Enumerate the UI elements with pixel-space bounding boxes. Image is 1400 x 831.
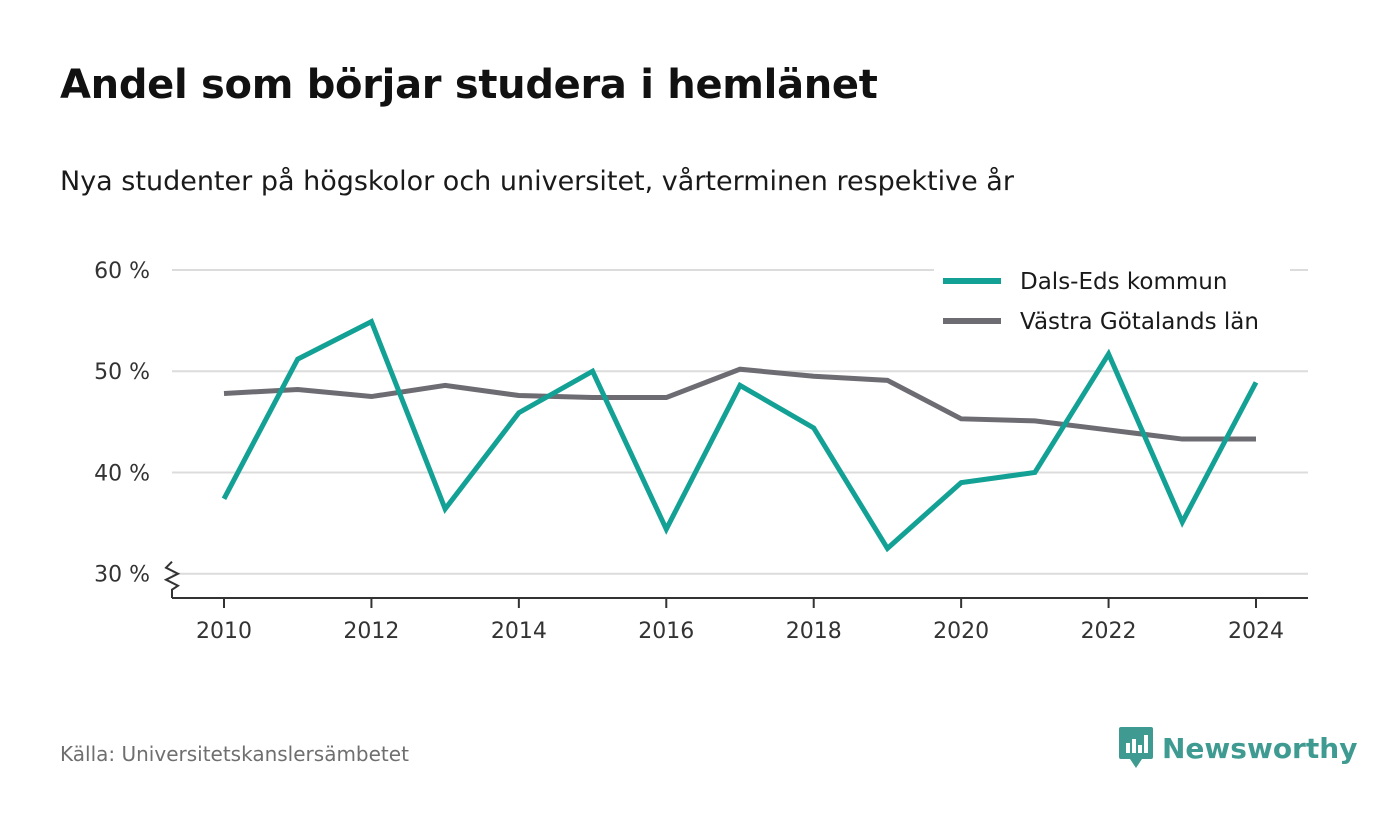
series-line [223,366,1256,442]
newsworthy-logo-icon [1119,727,1153,768]
series-line [221,318,1259,553]
x-tick-label: 2022 [1081,619,1137,644]
x-tick-label: 2018 [786,619,842,644]
x-tick-label: 2014 [491,619,547,644]
y-tick-label: 50 % [94,360,150,385]
x-tick-label: 2020 [933,619,989,644]
x-tick-label: 2024 [1228,619,1284,644]
x-tick-label: 2016 [638,619,694,644]
brand-logo[interactable]: Newsworthy [1118,726,1357,770]
chart-title: Andel som börjar studera i hemlänet [60,62,878,108]
y-tick-label: 30 % [94,563,150,588]
chart-subtitle: Nya studenter på högskolor och universit… [60,166,1014,197]
brand-name: Newsworthy [1162,731,1358,765]
x-tick-label: 2010 [196,619,252,644]
x-tick-label: 2012 [343,619,399,644]
source-note: Källa: Universitetskanslersämbetet [60,742,409,766]
legend: Dals-Eds kommun Västra Götalands län [934,260,1290,340]
legend-label: Dals-Eds kommun [1020,269,1227,295]
series-lines [221,318,1259,553]
y-axis-break [163,560,181,598]
y-tick-label: 60 % [94,259,150,284]
axes: 30 % 40 % 50 % 60 % 2010 2012 2014 2016 2018 2020… [94,259,1308,644]
legend-background [934,260,1290,340]
legend-label: Västra Götalands län [1020,309,1259,335]
y-tick-label: 40 % [94,461,150,486]
